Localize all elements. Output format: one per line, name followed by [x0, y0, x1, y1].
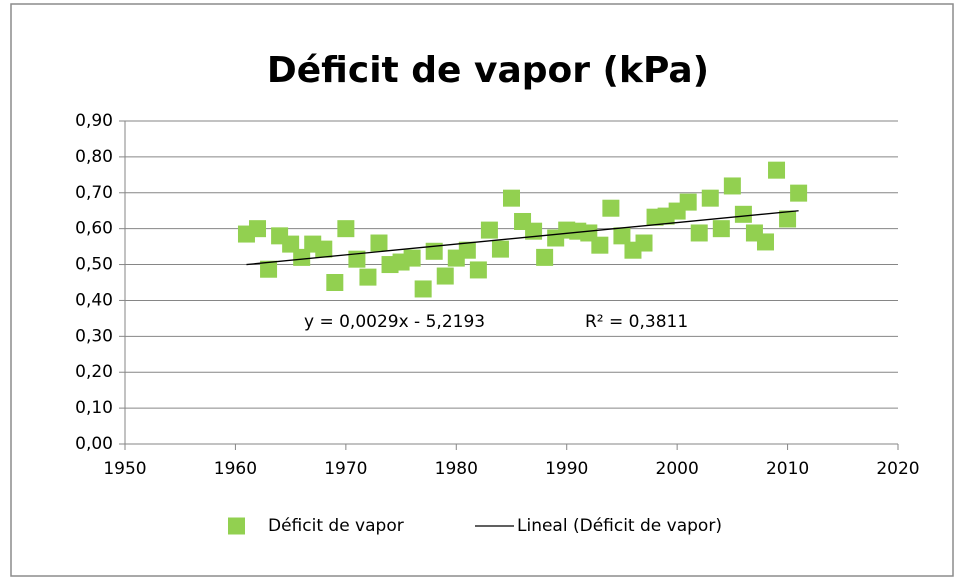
marker: [756, 233, 774, 251]
marker: [779, 210, 797, 228]
marker: [491, 240, 509, 258]
marker: [315, 240, 333, 258]
x-tick-label: 2000: [656, 459, 699, 479]
marker: [734, 205, 752, 223]
trend-line: [246, 210, 799, 266]
marker: [403, 249, 421, 267]
marker: [469, 261, 487, 279]
chart-title: Déficit de vapor (kPa): [267, 50, 709, 91]
marker: [326, 274, 344, 291]
annotation: R² = 0,3811: [585, 312, 688, 332]
marker: [690, 224, 708, 242]
marker: [503, 189, 520, 207]
x-tick-label: 1980: [435, 459, 478, 479]
marker: [635, 234, 653, 252]
marker: [249, 220, 267, 238]
marker: [679, 193, 697, 211]
x-tick-label: 1950: [103, 459, 146, 479]
marker: [370, 234, 388, 252]
y-tick-label: 0,00: [75, 434, 113, 454]
marker: [701, 189, 719, 207]
marker: [260, 260, 278, 278]
marker: [790, 184, 808, 202]
y-tick-label: 0,10: [75, 398, 113, 418]
marker: [359, 268, 377, 286]
x-tick-label: 2020: [876, 459, 919, 479]
y-tick-label: 0,70: [75, 183, 113, 203]
marker: [348, 250, 366, 268]
y-tick-label: 0,80: [75, 147, 113, 167]
marker: [480, 221, 498, 239]
marker: [613, 227, 631, 245]
marker: [591, 236, 609, 254]
x-tick-label: 1960: [214, 459, 257, 479]
legend-label: Déficit de vapor: [268, 516, 404, 536]
marker: [436, 267, 454, 285]
y-tick-label: 0,30: [75, 326, 113, 346]
marker: [293, 248, 311, 266]
marker: [536, 248, 554, 266]
y-tick-label: 0,90: [75, 111, 113, 131]
y-tick-label: 0,40: [75, 290, 113, 310]
marker: [712, 220, 730, 238]
y-tick-label: 0,60: [75, 219, 113, 239]
y-tick-label: 0,50: [75, 255, 113, 275]
marker: [602, 199, 620, 217]
legend-label: Lineal (Déficit de vapor): [517, 516, 722, 536]
chart-frame: [10, 3, 954, 577]
marker: [525, 222, 543, 240]
marker: [414, 280, 432, 298]
marker: [282, 235, 300, 253]
x-tick-label: 1990: [545, 459, 588, 479]
marker: [458, 241, 476, 259]
y-tick-label: 0,20: [75, 362, 113, 382]
x-tick-label: 2010: [766, 459, 809, 479]
marker: [768, 161, 786, 179]
marker: [337, 220, 355, 238]
annotation: y = 0,0029x - 5,2193: [304, 312, 485, 332]
legend-marker: [228, 517, 245, 535]
marker: [723, 177, 741, 195]
x-tick-label: 1970: [324, 459, 367, 479]
